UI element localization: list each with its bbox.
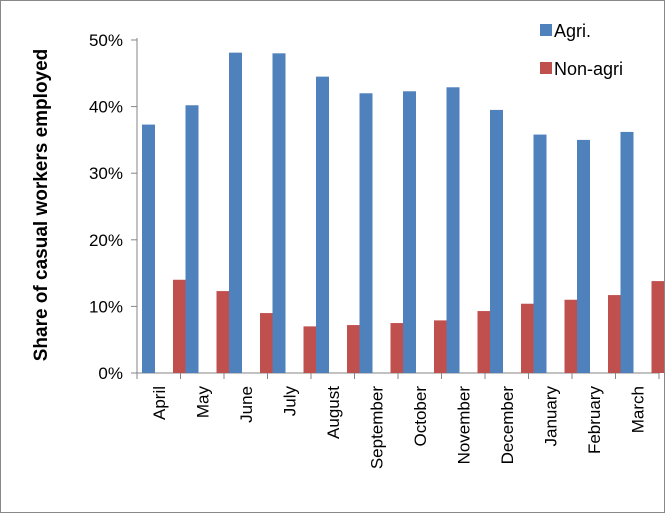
x-category-label: March bbox=[628, 386, 647, 433]
bar-agri bbox=[185, 105, 199, 373]
bar-agri bbox=[403, 91, 416, 374]
bar-nonagri bbox=[173, 279, 186, 373]
legend-label: Agri. bbox=[554, 21, 591, 41]
x-category-label: June bbox=[237, 386, 256, 423]
y-axis-label: Share of casual workers employed bbox=[31, 49, 52, 362]
bar-agri bbox=[229, 52, 242, 374]
x-category-label: August bbox=[324, 386, 343, 439]
bar-agri bbox=[446, 87, 460, 373]
legend-swatch bbox=[540, 62, 552, 74]
bar-agri bbox=[620, 131, 634, 373]
bar-agri bbox=[272, 53, 286, 373]
x-category-label: July bbox=[280, 386, 299, 417]
bar-agri bbox=[359, 93, 373, 373]
x-category-label: May bbox=[193, 386, 212, 419]
x-categories: April May June July August September October No… bbox=[150, 386, 648, 470]
bar-nonagri bbox=[303, 326, 317, 373]
bar-agri bbox=[577, 139, 590, 373]
legend: Agri. Non-agri bbox=[540, 21, 623, 79]
bar-nonagri bbox=[434, 320, 447, 373]
x-category-label: December bbox=[498, 386, 517, 465]
x-category-label: January bbox=[541, 386, 560, 447]
bar-nonagri bbox=[477, 311, 491, 373]
bar-nonagri bbox=[216, 291, 230, 373]
bars bbox=[142, 52, 665, 374]
legend-label: Non-agri bbox=[554, 59, 623, 79]
x-category-label: September bbox=[367, 386, 386, 469]
legend-swatch bbox=[540, 24, 552, 36]
bar-nonagri bbox=[651, 281, 665, 373]
bar-nonagri bbox=[390, 323, 404, 373]
bar-agri bbox=[142, 124, 155, 373]
x-category-label: October bbox=[411, 386, 430, 447]
y-tick-label: 30% bbox=[89, 164, 123, 183]
bar-nonagri bbox=[260, 313, 273, 373]
bar-agri bbox=[533, 134, 547, 373]
bar-nonagri bbox=[608, 295, 621, 373]
bar-agri bbox=[316, 76, 329, 373]
bar-agri bbox=[490, 109, 503, 374]
y-tick-label: 10% bbox=[89, 297, 123, 316]
y-tick-label: 40% bbox=[89, 98, 123, 117]
bar-nonagri bbox=[521, 303, 534, 373]
x-category-label: April bbox=[150, 386, 169, 420]
bar-nonagri bbox=[347, 325, 360, 373]
x-category-label: November bbox=[454, 386, 473, 465]
y-tick-label: 50% bbox=[89, 31, 123, 50]
y-ticks: 0% 10% 20% 30% 40% 50% bbox=[89, 31, 123, 383]
bar-nonagri bbox=[564, 299, 578, 373]
x-category-label: February bbox=[585, 386, 604, 455]
y-tick-label: 20% bbox=[89, 231, 123, 250]
y-tick-label: 0% bbox=[98, 364, 123, 383]
